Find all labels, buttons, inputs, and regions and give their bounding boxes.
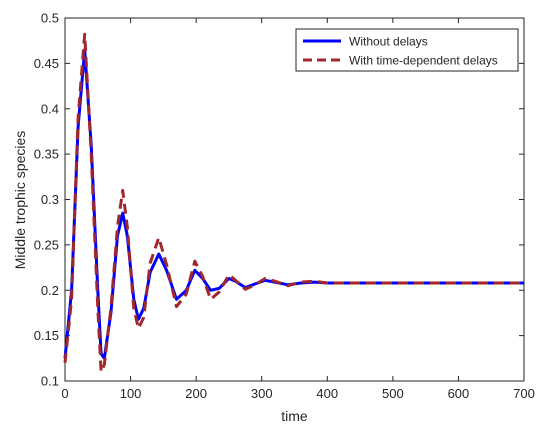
axes: 0 100 200 300 400 500 600 700 0.1 0.15 0.2 0.25 0.3 0…: [34, 11, 535, 402]
plot-area: [65, 18, 524, 381]
plot-background: [65, 18, 524, 381]
y-tick-label: 0.35: [34, 147, 59, 162]
y-tick-label: 0.2: [41, 283, 59, 298]
y-tick-label: 0.15: [34, 328, 59, 343]
legend-box: [295, 28, 519, 72]
x-tick-label: 200: [185, 386, 207, 401]
series-layer: [63, 32, 524, 374]
legend: Without delays With time-dependent delays: [295, 28, 519, 72]
x-tick-label: 100: [120, 386, 142, 401]
legend-label-2: With time-dependent delays: [349, 54, 498, 68]
x-tick-label: 400: [316, 386, 338, 401]
x-tick-label: 700: [513, 386, 535, 401]
y-tick-label: 0.45: [34, 56, 59, 71]
series-line-2: [63, 32, 524, 374]
x-tick-label: 300: [251, 386, 273, 401]
y-tick-label: 0.4: [41, 101, 59, 116]
x-tick-label: 0: [61, 386, 68, 401]
x-axis-label: time: [281, 408, 308, 424]
legend-label-1: Without delays: [349, 35, 428, 49]
x-tick-label: 600: [448, 386, 470, 401]
y-tick-label: 0.1: [41, 374, 59, 389]
y-tick-label: 0.25: [34, 237, 59, 252]
y-axis-label: Middle trophic species: [12, 131, 28, 270]
y-tick-label: 0.3: [41, 192, 59, 207]
y-tick-label: 0.5: [41, 11, 59, 26]
series-line-1: [63, 48, 524, 360]
x-tick-label: 500: [382, 386, 404, 401]
